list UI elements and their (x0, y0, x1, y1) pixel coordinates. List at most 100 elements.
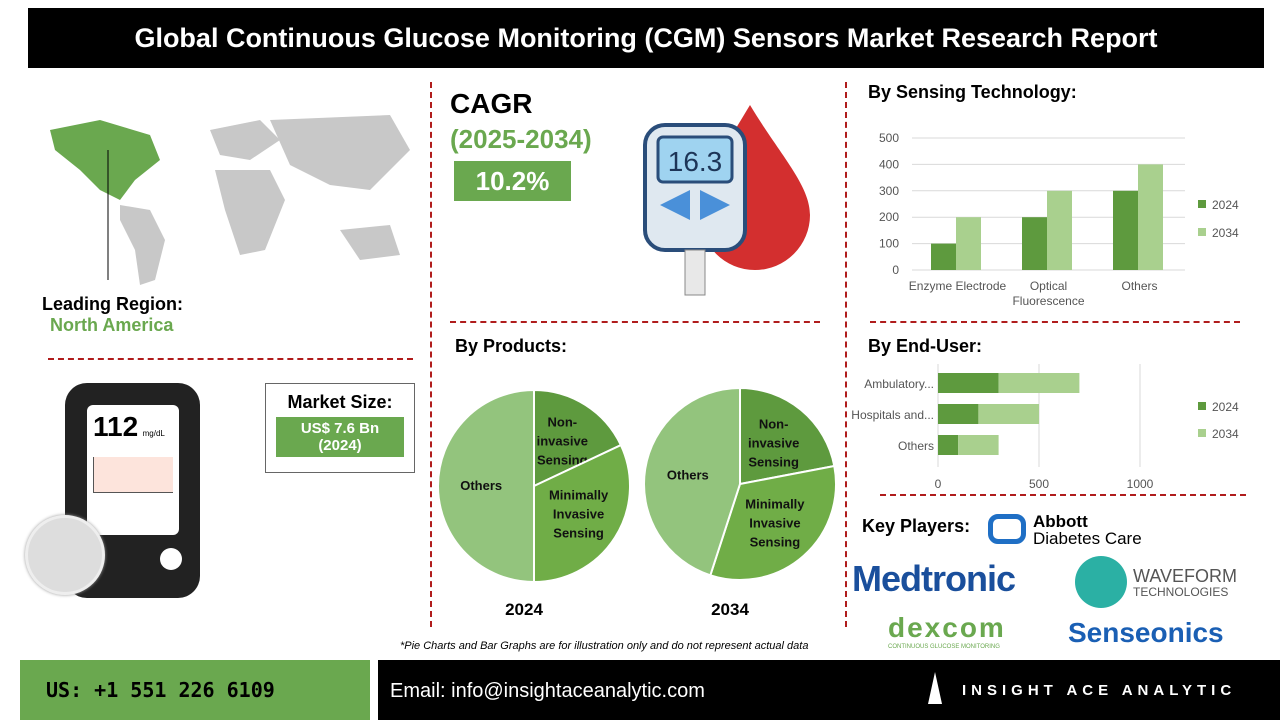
legend-swatch (1198, 402, 1206, 410)
email-link[interactable]: Email: info@insightaceanalytic.com (390, 680, 705, 702)
divider (880, 494, 1246, 496)
cagr-period: (2025-2034) (450, 124, 592, 154)
pie-year-label: 2034 (711, 600, 749, 619)
pie-slice-label: Others (667, 468, 709, 483)
pie-slice (709, 464, 837, 581)
y-tick-label: 0 (892, 263, 899, 277)
legend-swatch (1198, 200, 1206, 208)
divider (48, 358, 413, 360)
leading-region-value: North America (50, 315, 174, 335)
key-players-title: Key Players: (862, 516, 971, 536)
y-tick-label: 200 (879, 210, 899, 224)
bar-2034 (1047, 190, 1072, 270)
pie-slice-label: Sensing (748, 454, 799, 469)
legend-swatch (1198, 429, 1206, 437)
market-size-year: (2024) (318, 437, 362, 454)
divider (430, 82, 432, 627)
bar-2024 (1022, 217, 1047, 270)
meter-reading: 16.3 (668, 146, 723, 177)
dexcom-logo-sub: CONTINUOUS GLUCOSE MONITORING (888, 644, 1000, 650)
glucose-meter-icon: 16.3 (643, 105, 810, 296)
pie-slice (533, 388, 623, 488)
pie-year-label: 2024 (505, 600, 543, 619)
pie-slice-label: Minimally (549, 487, 609, 502)
y-tick-label: 500 (879, 131, 899, 145)
products-section-title: By Products: (455, 336, 568, 356)
device-unit: mg/dL (142, 429, 165, 438)
pie-slice-label: Sensing (750, 535, 801, 550)
bar-2024 (938, 404, 979, 424)
y-tick-label: Ambulatory... (864, 377, 934, 391)
market-size-box: Market Size: US$ 7.6 Bn (2024) (265, 383, 415, 473)
pie-slice-label: invasive (537, 433, 588, 448)
bar-2034 (958, 435, 999, 455)
report-title: Global Continuous Glucose Monitoring (CG… (28, 8, 1264, 68)
pie-slice-label: Sensing (553, 525, 604, 540)
x-tick-label: Enzyme Electrode (909, 279, 1007, 293)
bar-2024 (1113, 190, 1138, 270)
cgm-sensor-patch (25, 515, 105, 595)
x-tick-label: 0 (935, 477, 942, 491)
y-tick-label: 100 (879, 237, 899, 251)
enduser-section-title: By End-User: (868, 336, 983, 356)
leading-region-label: Leading Region: (42, 294, 183, 314)
pie-slice-label: Non- (547, 414, 577, 429)
tech-section-title: By Sensing Technology: (868, 82, 1077, 102)
y-tick-label: 400 (879, 157, 899, 171)
bar-2034 (1138, 164, 1163, 270)
cagr-value: 10.2% (454, 161, 571, 201)
y-tick-label: Others (898, 439, 934, 453)
bar-2024 (938, 435, 959, 455)
phone-number[interactable]: US: +1 551 226 6109 (20, 660, 370, 720)
pie-slice-label: invasive (748, 435, 799, 450)
waveform-logo-sub: TECHNOLOGIES (1133, 585, 1229, 599)
senseonics-logo: Senseonics (1068, 617, 1224, 648)
legend-label: 2024 (1212, 198, 1239, 212)
waveform-logo: WAVEFORM (1133, 566, 1237, 586)
medtronic-logo: Medtronic (852, 558, 1016, 599)
dexcom-logo: dexcom (888, 612, 1006, 643)
bar-2024 (938, 373, 999, 393)
brand-name: INSIGHT ACE ANALYTIC (962, 682, 1237, 699)
divider (870, 321, 1240, 323)
pie-slice-label: Sensing (537, 452, 588, 467)
abbott-logo-icon (988, 514, 1026, 544)
abbott-logo: Abbott (1033, 512, 1088, 531)
market-size-label: Market Size: (287, 392, 393, 412)
bar-2024 (931, 243, 956, 270)
sensing-technology-bar-chart: 0 100 200 300 400 500 Enzyme Electrode OpticalF… (879, 131, 1239, 308)
legend-label: 2034 (1212, 226, 1239, 240)
legend-label: 2024 (1212, 400, 1239, 414)
legend-swatch (1198, 228, 1206, 236)
pie-slice (437, 388, 535, 584)
bar-2034 (998, 373, 1080, 393)
pie-slice-label: Invasive (749, 516, 800, 531)
market-size-value: US$ 7.6 Bn (300, 420, 380, 437)
end-user-bar-chart: 0 500 1000 Ambulatory... Hospitals and... Oth… (851, 364, 1239, 491)
disclaimer: *Pie Charts and Bar Graphs are for illus… (400, 640, 809, 652)
pie-slice-label: Minimally (745, 497, 805, 512)
waveform-logo-icon (1075, 556, 1127, 608)
products-pie-charts: Non-invasive Sensing Minimally Invasive Sens… (437, 386, 837, 619)
abbott-logo-sub: Diabetes Care (1033, 529, 1142, 548)
device-reading: 112 (93, 411, 139, 442)
x-tick-label: Others (1121, 279, 1157, 293)
x-tick-label: Fluorescence (1012, 294, 1084, 308)
legend-label: 2034 (1212, 427, 1239, 441)
bar-2034 (978, 404, 1039, 424)
y-tick-label: Hospitals and... (851, 408, 934, 422)
pie-slice-label: Others (460, 478, 502, 493)
y-tick-label: 300 (879, 184, 899, 198)
bar-2034 (956, 217, 981, 270)
cagr-label: CAGR (450, 88, 533, 119)
pie-slice-label: Non- (759, 416, 789, 431)
pie-slice (643, 386, 741, 577)
world-map (50, 115, 410, 285)
divider (845, 82, 847, 627)
pie-slice (739, 386, 836, 486)
divider (450, 321, 820, 323)
x-tick-label: 500 (1029, 477, 1049, 491)
pie-slice-label: Invasive (553, 506, 604, 521)
footer-bar (378, 660, 1280, 720)
x-tick-label: Optical (1030, 279, 1067, 293)
